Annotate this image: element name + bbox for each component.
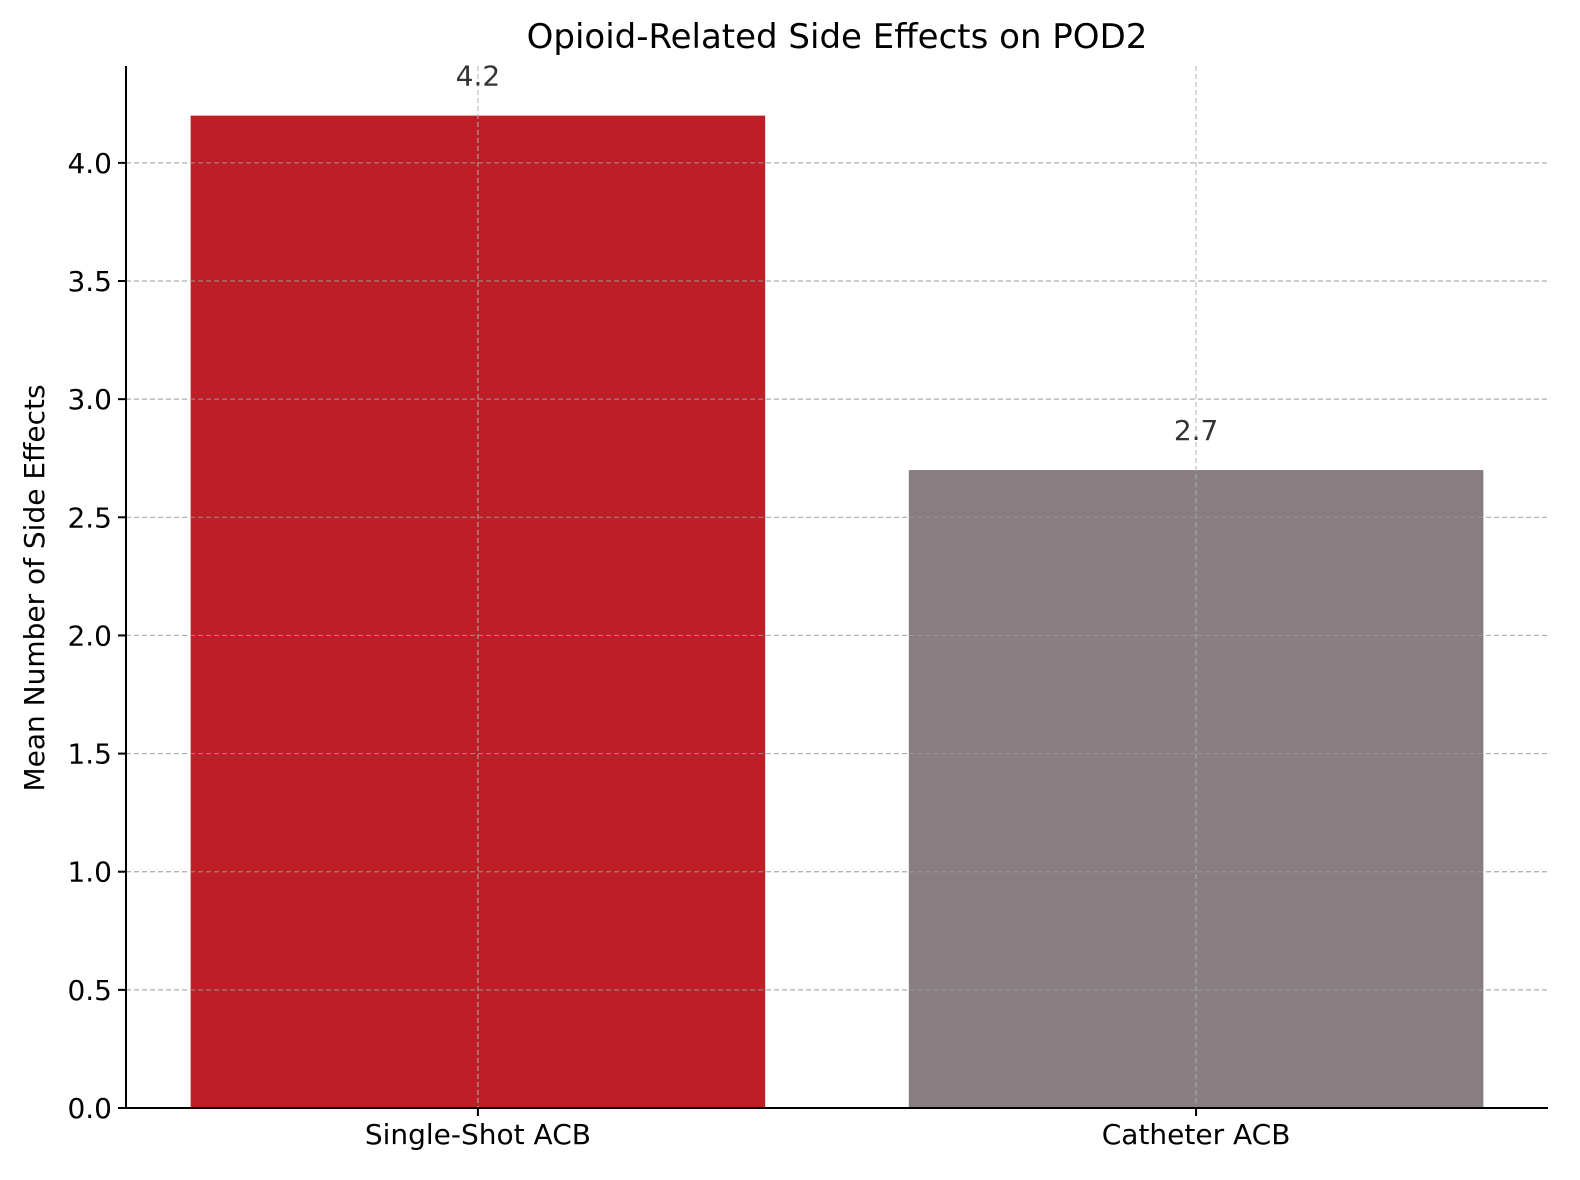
chart-title: Opioid-Related Side Effects on POD2 <box>527 17 1148 57</box>
data-label-1: 2.7 <box>1174 414 1219 447</box>
y-tick-label: 2.0 <box>67 619 112 652</box>
y-tick-label: 4.0 <box>67 147 112 180</box>
x-tick-label-1: Catheter ACB <box>1102 1118 1291 1151</box>
y-tick-label: 3.0 <box>67 383 112 416</box>
y-tick-label: 1.0 <box>67 856 112 889</box>
data-label-0: 4.2 <box>456 60 501 93</box>
y-tick-label: 1.5 <box>67 738 112 771</box>
y-tick-label: 0.0 <box>67 1092 112 1125</box>
y-axis-label: Mean Number of Side Effects <box>18 384 51 791</box>
x-tick-label-0: Single-Shot ACB <box>365 1118 591 1151</box>
y-tick-label: 0.5 <box>67 974 112 1007</box>
y-tick-label: 2.5 <box>67 501 112 534</box>
y-tick-label: 3.5 <box>67 265 112 298</box>
